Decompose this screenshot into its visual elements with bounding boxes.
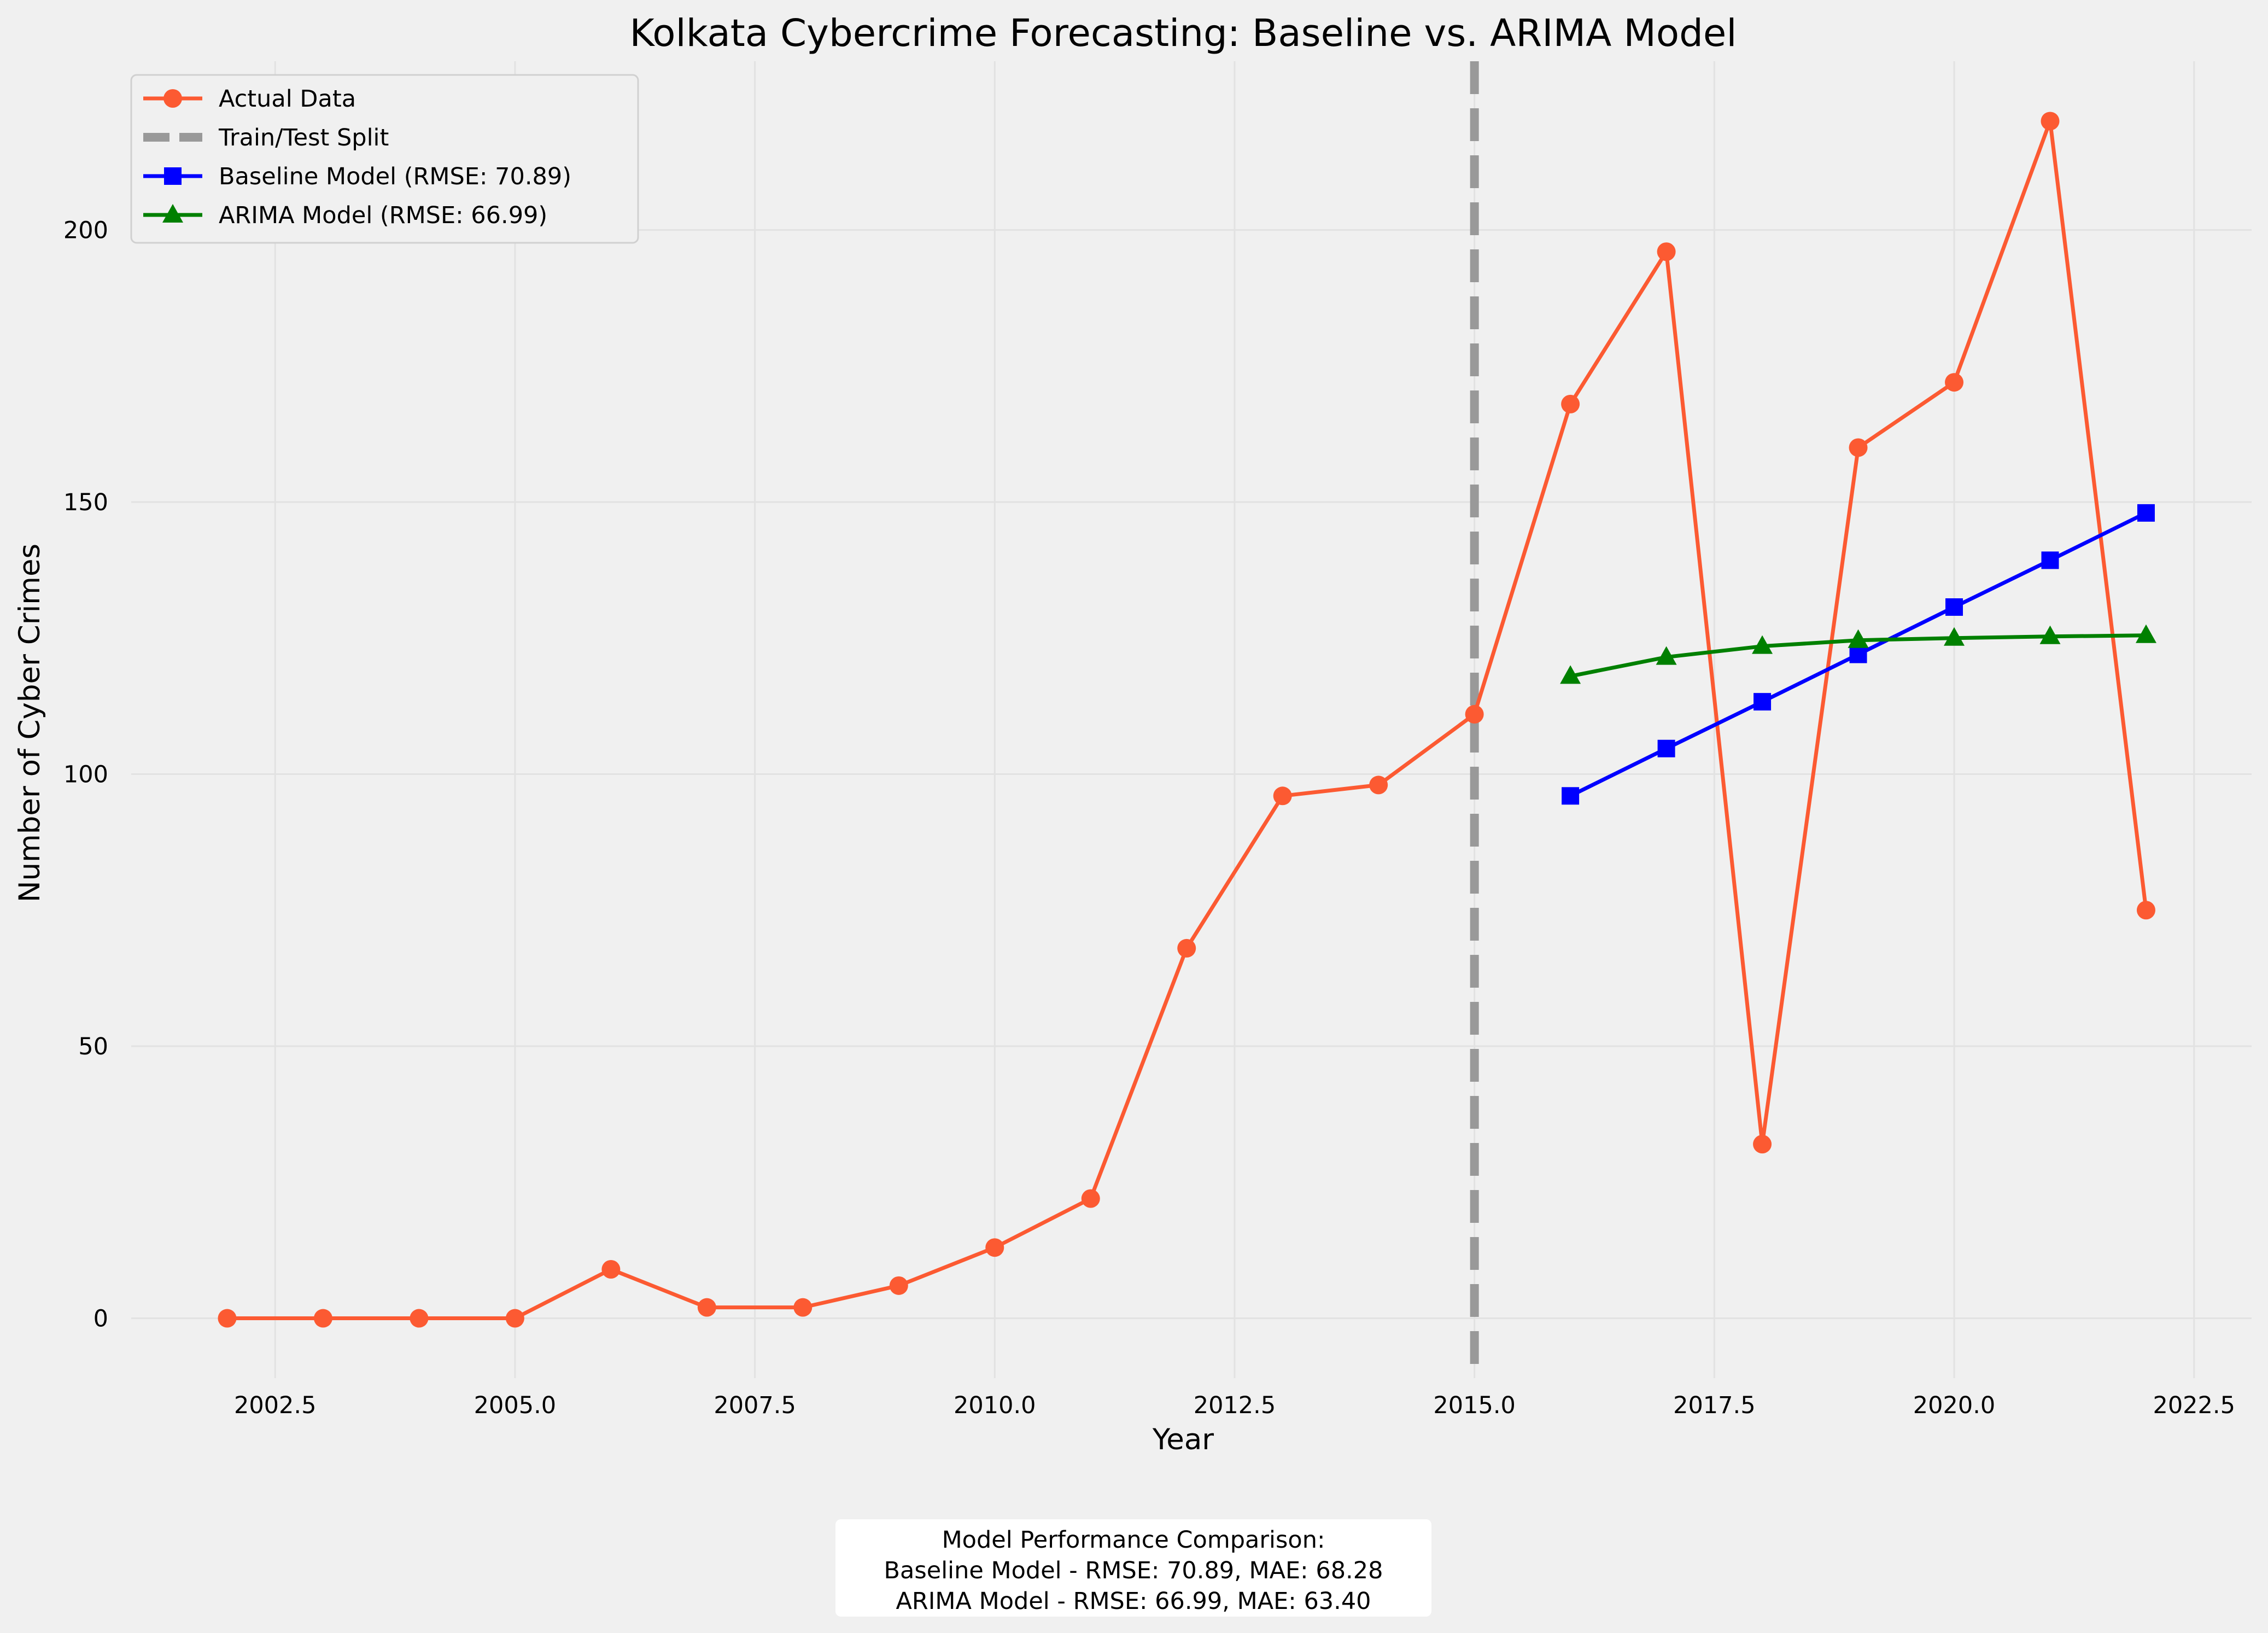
x-tick-label: 2017.5: [1673, 1392, 1755, 1419]
x-tick-label: 2007.5: [714, 1392, 796, 1419]
data-point: [1081, 1189, 1100, 1208]
data-point: [889, 1276, 908, 1295]
data-point: [1273, 786, 1292, 806]
legend-entry: Train/Test Split: [143, 124, 389, 151]
data-point: [410, 1309, 429, 1328]
data-point: [1945, 373, 1964, 392]
series-square: [1562, 504, 2155, 805]
data-point: [1945, 598, 1963, 616]
data-point: [505, 1309, 524, 1328]
data-point: [601, 1259, 621, 1279]
legend-box: [130, 74, 639, 244]
grid-lines: [131, 61, 2252, 1378]
summary-baseline: Baseline Model - RMSE: 70.89, MAE: 68.28: [884, 1557, 1383, 1584]
chart-title: Kolkata Cybercrime Forecasting: Baseline…: [630, 11, 1737, 55]
data-point: [1752, 635, 1773, 654]
y-tick-label: 200: [63, 217, 108, 244]
x-tick-label: 2022.5: [2153, 1392, 2235, 1419]
legend-marker: [164, 167, 182, 185]
data-point: [1753, 693, 1772, 711]
x-tick-label: 2012.5: [1194, 1392, 1276, 1419]
data-point: [1560, 665, 1581, 684]
legend-label: Actual Data: [219, 85, 356, 113]
legend-entry: ARIMA Model (RMSE: 66.99): [143, 202, 547, 229]
data-point: [697, 1298, 716, 1317]
series-layer: [218, 112, 2156, 1328]
data-point: [1656, 646, 1677, 665]
data-point: [1849, 438, 1868, 457]
data-point: [1561, 394, 1580, 413]
data-point: [2135, 624, 2156, 643]
data-point: [1657, 739, 1675, 757]
summary-arima: ARIMA Model - RMSE: 66.99, MAE: 63.40: [896, 1588, 1371, 1615]
y-tick-label: 100: [63, 761, 108, 789]
legend-label: Baseline Model (RMSE: 70.89): [219, 163, 571, 190]
data-point: [2136, 901, 2155, 920]
data-point: [1657, 242, 1676, 261]
y-tick-label: 150: [63, 489, 108, 516]
y-axis-label: Number of Cyber Crimes: [13, 544, 46, 902]
data-point: [1562, 787, 1580, 805]
legend-entry: Baseline Model (RMSE: 70.89): [143, 163, 571, 190]
data-point: [1753, 1135, 1772, 1154]
data-point: [1849, 645, 1867, 663]
data-point: [313, 1309, 332, 1328]
legend-marker: [163, 89, 182, 108]
x-tick-label: 2002.5: [234, 1392, 316, 1419]
legend-label: Train/Test Split: [218, 124, 389, 151]
model-performance-summary: Model Performance Comparison: Baseline M…: [835, 1519, 1431, 1617]
data-point: [2137, 504, 2155, 522]
x-tick-label: 2010.0: [954, 1392, 1036, 1419]
y-tick-label: 0: [93, 1305, 108, 1333]
x-tick-label: 2020.0: [1913, 1392, 1995, 1419]
x-tick-label: 2005.0: [474, 1392, 556, 1419]
data-point: [2041, 551, 2059, 569]
y-tick-label: 50: [78, 1033, 108, 1060]
data-point: [2041, 112, 2060, 131]
data-point: [1369, 775, 1388, 795]
data-point: [2039, 625, 2061, 644]
data-point: [218, 1309, 237, 1328]
data-point: [1177, 938, 1196, 958]
legend-entry: Actual Data: [143, 85, 356, 113]
data-point: [985, 1238, 1004, 1257]
data-point: [793, 1298, 812, 1317]
legend-label: ARIMA Model (RMSE: 66.99): [219, 202, 547, 229]
series-circle: [218, 112, 2155, 1328]
series-triangle: [1560, 624, 2156, 684]
data-point: [1848, 629, 1869, 648]
summary-heading: Model Performance Comparison:: [942, 1526, 1325, 1554]
data-point: [1944, 627, 1965, 646]
x-axis-label: Year: [1152, 1423, 1214, 1456]
legend-marker: [162, 204, 183, 223]
data-point: [1465, 705, 1484, 724]
legend: Actual Data Train/Test Split Baseline Mode…: [130, 74, 639, 244]
x-tick-label: 2015.0: [1433, 1392, 1515, 1419]
axis-ticks: 2002.5 2005.0 2007.5 2010.0 2012.5 2015.0 2017…: [63, 217, 2235, 1419]
